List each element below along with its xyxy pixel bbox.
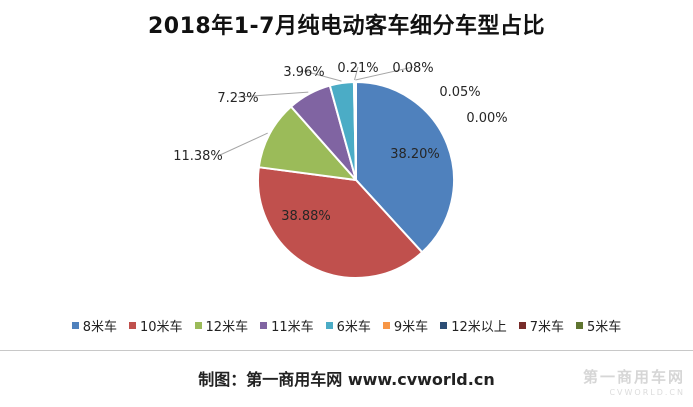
legend-item: 10米车	[128, 316, 183, 335]
footer-divider	[0, 350, 693, 351]
legend-item: 5米车	[576, 316, 621, 335]
slice-data-label: 3.96%	[283, 65, 324, 80]
legend-item: 8米车	[71, 316, 117, 335]
slice-data-label: 7.23%	[217, 91, 258, 106]
legend-item: 9米车	[382, 316, 429, 335]
slice-data-label: 0.21%	[337, 61, 378, 76]
legend-item: 6米车	[325, 316, 371, 335]
legend-label: 6米车	[336, 320, 371, 335]
legend-label: 9米车	[393, 320, 429, 335]
chart-legend: 8米车 10米车 12米车 11米车 6米车 9米车 12米以上 7米车 5米车	[0, 316, 693, 335]
pie-labels: 38.20% 38.88% 11.38% 7.23% 3.96% 0.21% 0.08% 0.…	[173, 61, 507, 224]
legend-label: 12米车	[205, 320, 249, 335]
legend-swatch	[260, 322, 268, 329]
slice-data-label: 11.38%	[173, 149, 223, 164]
slice-data-label: 0.05%	[439, 85, 480, 100]
leader-line	[355, 66, 414, 81]
pie-slices	[257, 80, 456, 280]
legend-label: 11米车	[271, 320, 314, 335]
legend-swatch	[382, 322, 390, 329]
legend-label: 10米车	[139, 320, 183, 335]
watermark-subtext: CVWORLD.CN	[609, 388, 685, 397]
legend-swatch	[128, 322, 136, 329]
leader-line	[303, 70, 342, 82]
legend-swatch	[325, 322, 333, 329]
slice-data-label: 0.08%	[392, 61, 433, 76]
slice-data-label: 38.20%	[390, 147, 440, 162]
legend-label: 12米以上	[451, 320, 507, 335]
legend-label: 8米车	[82, 320, 117, 335]
pie-slice	[355, 80, 456, 254]
pie-chart: 38.20% 38.88% 11.38% 7.23% 3.96% 0.21% 0.08% 0.…	[173, 61, 508, 280]
legend-item: 12米以上	[440, 316, 507, 335]
legend-swatch	[440, 322, 448, 329]
legend-item: 11米车	[260, 316, 314, 335]
leader-line	[219, 132, 268, 156]
legend-swatch	[518, 322, 526, 329]
legend-label: 5米车	[587, 320, 622, 335]
legend-swatch	[576, 322, 584, 329]
legend-item: 12米车	[194, 316, 249, 335]
chart-credit: 制图：第一商用车网 www.cvworld.cn	[198, 370, 495, 389]
pie-slice	[257, 166, 424, 280]
chart-title: 2018年1-7月纯电动客车细分车型占比	[148, 14, 545, 39]
leader-line	[354, 66, 359, 81]
slice-data-label: 0.00%	[466, 111, 507, 126]
legend-item: 7米车	[518, 316, 565, 335]
watermark-logo: 第一商用车网	[582, 368, 685, 386]
legend-label: 7米车	[529, 320, 565, 335]
leader-line	[237, 91, 309, 98]
pie-slice	[257, 105, 359, 182]
legend-swatch	[71, 322, 79, 329]
legend-swatch	[194, 322, 202, 329]
slice-data-label: 38.88%	[281, 209, 331, 224]
leader-lines	[219, 66, 414, 156]
